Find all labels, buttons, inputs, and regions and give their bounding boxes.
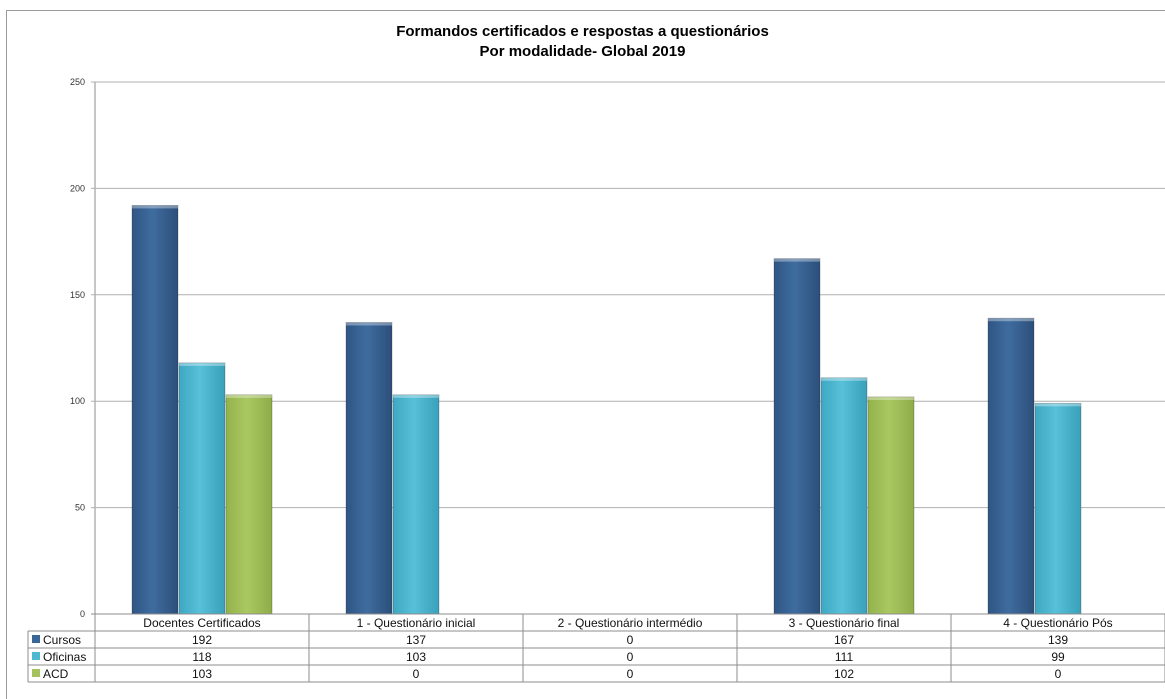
y-tick-label: 50 — [75, 503, 85, 513]
bar-cursos — [131, 205, 179, 615]
table-value: 137 — [406, 633, 426, 647]
y-tick-label: 100 — [70, 396, 85, 406]
y-tick-label: 200 — [70, 183, 85, 193]
category-label: 2 - Questionário intermédio — [558, 616, 703, 630]
bar-top-highlight — [774, 258, 820, 262]
legend-label: ACD — [43, 667, 69, 681]
table-value: 192 — [192, 633, 212, 647]
bar-top-highlight — [821, 377, 867, 381]
table-value: 102 — [834, 667, 854, 681]
bar-oficinas — [820, 377, 868, 615]
y-tick-label: 150 — [70, 290, 85, 300]
bar-top-highlight — [393, 394, 439, 398]
table-value: 0 — [627, 650, 634, 664]
bar-oficinas — [178, 362, 226, 615]
table-value: 99 — [1051, 650, 1065, 664]
legend-swatch — [32, 669, 40, 677]
table-value: 0 — [413, 667, 420, 681]
bar-top-highlight — [988, 318, 1034, 322]
bar-cursos — [345, 322, 393, 615]
legend-label: Cursos — [43, 633, 81, 647]
table-value: 0 — [1055, 667, 1062, 681]
bar-top-highlight — [226, 394, 272, 398]
title-line-1: Formandos certificados e respostas a que… — [396, 23, 769, 40]
table-value: 0 — [627, 667, 634, 681]
title-line-2: Por modalidade- Global 2019 — [479, 43, 686, 60]
legend-swatch — [32, 652, 40, 660]
table-value: 103 — [406, 650, 426, 664]
table-value: 118 — [192, 650, 211, 664]
category-label: 4 - Questionário Pós — [1003, 616, 1112, 630]
table-value: 103 — [192, 667, 212, 681]
y-tick-label: 250 — [70, 77, 85, 87]
bar-oficinas — [1034, 402, 1082, 615]
chart-title: Formandos certificados e respostas a que… — [0, 22, 1165, 62]
bar-top-highlight — [346, 322, 392, 326]
category-label: Docentes Certificados — [143, 616, 260, 630]
bar-top-highlight — [868, 396, 914, 400]
legend-label: Oficinas — [43, 650, 86, 664]
table-value: 139 — [1048, 633, 1068, 647]
table-value: 0 — [627, 633, 634, 647]
bar-cursos — [773, 258, 821, 615]
category-label: 3 - Questionário final — [789, 616, 900, 630]
bar-top-highlight — [132, 205, 178, 209]
legend-swatch — [32, 635, 40, 643]
table-value: 111 — [835, 650, 854, 664]
chart-frame — [6, 10, 1165, 699]
bar-acd — [225, 394, 273, 615]
bar-oficinas — [392, 394, 440, 615]
bar-cursos — [987, 317, 1035, 615]
bar-top-highlight — [1035, 403, 1081, 407]
bar-acd — [867, 396, 915, 615]
y-tick-label: 0 — [80, 609, 85, 619]
bar-top-highlight — [179, 362, 225, 366]
category-label: 1 - Questionário inicial — [357, 616, 476, 630]
table-value: 167 — [834, 633, 854, 647]
